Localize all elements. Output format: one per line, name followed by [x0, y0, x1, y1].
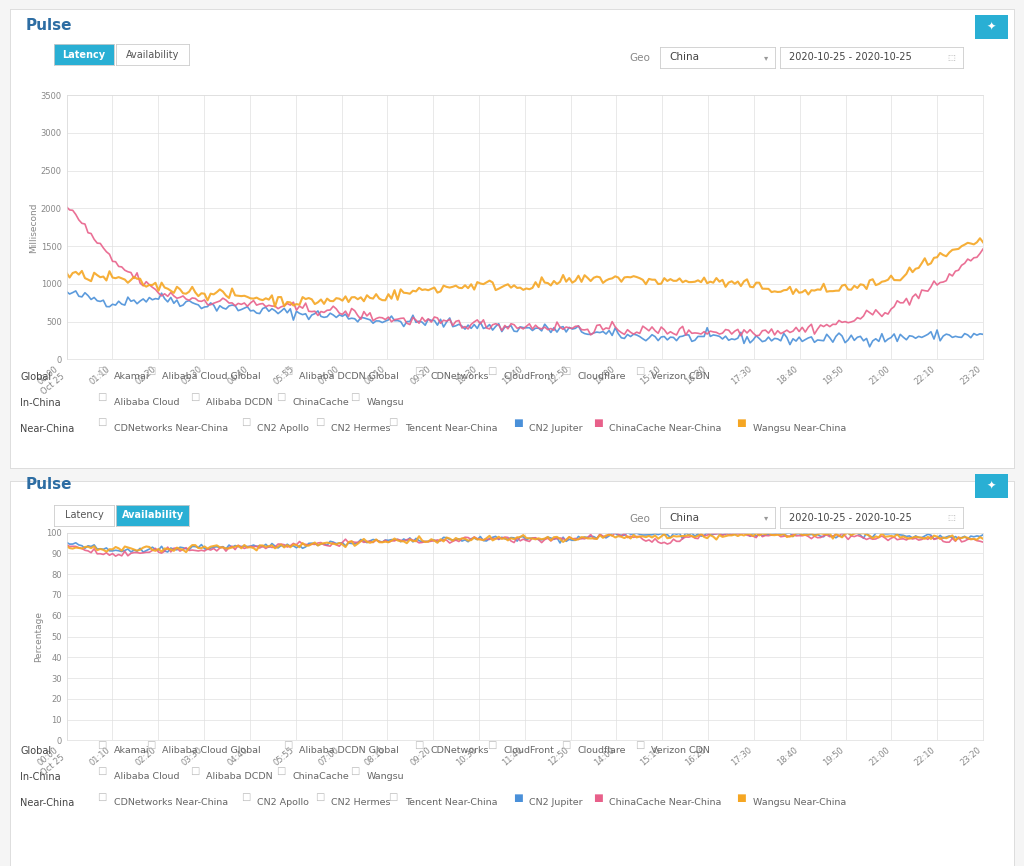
Text: ChinaCache Near-China: ChinaCache Near-China	[609, 424, 722, 433]
Text: In-China: In-China	[20, 397, 61, 408]
Text: ■: ■	[513, 792, 522, 803]
Text: ■: ■	[736, 792, 746, 803]
Text: ☐: ☐	[97, 792, 106, 803]
Text: CDNetworks: CDNetworks	[430, 746, 488, 755]
Text: ☐: ☐	[635, 366, 644, 377]
Text: ☐: ☐	[241, 418, 250, 429]
Text: Wangsu: Wangsu	[367, 398, 404, 407]
Text: ☐: ☐	[561, 366, 570, 377]
Text: ☐: ☐	[241, 792, 250, 803]
Text: Alibaba DCDN Global: Alibaba DCDN Global	[299, 746, 399, 755]
Text: ☐: ☐	[414, 366, 423, 377]
Text: CloudFront: CloudFront	[504, 746, 555, 755]
Text: CN2 Hermes: CN2 Hermes	[331, 424, 390, 433]
Text: ■: ■	[513, 418, 522, 429]
Text: CDNetworks Near-China: CDNetworks Near-China	[114, 424, 227, 433]
Text: Pulse: Pulse	[26, 18, 72, 33]
Text: ChinaCache Near-China: ChinaCache Near-China	[609, 798, 722, 807]
Text: Latency: Latency	[65, 510, 103, 520]
Text: ☐: ☐	[190, 392, 200, 403]
Text: Near-China: Near-China	[20, 423, 75, 434]
Text: CloudFront: CloudFront	[504, 372, 555, 381]
Text: ☐: ☐	[561, 740, 570, 751]
Text: Global: Global	[20, 746, 51, 756]
Text: Wangsu Near-China: Wangsu Near-China	[753, 798, 846, 807]
Text: Alibaba Cloud: Alibaba Cloud	[114, 772, 179, 781]
Text: ⬚: ⬚	[947, 53, 955, 61]
Text: ☐: ☐	[314, 792, 324, 803]
Text: ☐: ☐	[276, 392, 286, 403]
Text: CN2 Hermes: CN2 Hermes	[331, 798, 390, 807]
Text: Geo: Geo	[630, 53, 650, 63]
Y-axis label: Millisecond: Millisecond	[29, 202, 38, 253]
Text: ☐: ☐	[97, 766, 106, 777]
Text: Alibaba DCDN Global: Alibaba DCDN Global	[299, 372, 399, 381]
Text: Alibaba Cloud Global: Alibaba Cloud Global	[162, 372, 261, 381]
Text: Akamai: Akamai	[114, 372, 150, 381]
Text: Cloudflare: Cloudflare	[578, 746, 626, 755]
Text: China: China	[670, 52, 699, 62]
Text: Alibaba DCDN: Alibaba DCDN	[207, 398, 273, 407]
Text: ☐: ☐	[388, 792, 397, 803]
Text: ☐: ☐	[97, 740, 106, 751]
Text: In-China: In-China	[20, 772, 61, 782]
Text: Wangsu Near-China: Wangsu Near-China	[753, 424, 846, 433]
Text: Tencent Near-China: Tencent Near-China	[404, 424, 498, 433]
Text: CN2 Apollo: CN2 Apollo	[257, 424, 309, 433]
Text: CN2 Jupiter: CN2 Jupiter	[529, 798, 583, 807]
Text: Alibaba Cloud: Alibaba Cloud	[114, 398, 179, 407]
Text: CN2 Jupiter: CN2 Jupiter	[529, 424, 583, 433]
Text: Pulse: Pulse	[26, 477, 72, 492]
Text: ☐: ☐	[350, 392, 359, 403]
Text: ☐: ☐	[414, 740, 423, 751]
Text: Latency: Latency	[62, 49, 105, 60]
Y-axis label: Percentage: Percentage	[34, 611, 43, 662]
Text: Availability: Availability	[122, 510, 183, 520]
Text: China: China	[670, 513, 699, 523]
Text: ☐: ☐	[487, 740, 497, 751]
Text: ■: ■	[593, 418, 603, 429]
Text: CN2 Apollo: CN2 Apollo	[257, 798, 309, 807]
Text: Availability: Availability	[126, 49, 179, 60]
Text: ☐: ☐	[283, 740, 292, 751]
Text: 2020-10-25 - 2020-10-25: 2020-10-25 - 2020-10-25	[790, 52, 912, 62]
Text: Akamai: Akamai	[114, 746, 150, 755]
Text: Alibaba Cloud Global: Alibaba Cloud Global	[162, 746, 261, 755]
Text: ☐: ☐	[145, 366, 155, 377]
Text: ⬚: ⬚	[947, 514, 955, 522]
Text: ChinaCache: ChinaCache	[293, 398, 349, 407]
Text: ☐: ☐	[388, 418, 397, 429]
Text: ☐: ☐	[314, 418, 324, 429]
Text: Tencent Near-China: Tencent Near-China	[404, 798, 498, 807]
Text: ☐: ☐	[350, 766, 359, 777]
Text: CDNetworks: CDNetworks	[430, 372, 488, 381]
Text: Verizon CDN: Verizon CDN	[651, 746, 710, 755]
Text: ☐: ☐	[97, 392, 106, 403]
Text: ✦: ✦	[986, 481, 996, 491]
Text: CDNetworks Near-China: CDNetworks Near-China	[114, 798, 227, 807]
Text: Geo: Geo	[630, 514, 650, 524]
Text: Wangsu: Wangsu	[367, 772, 404, 781]
Text: Near-China: Near-China	[20, 798, 75, 808]
Text: ■: ■	[593, 792, 603, 803]
Text: ☐: ☐	[283, 366, 292, 377]
Text: ☐: ☐	[145, 740, 155, 751]
Text: Alibaba DCDN: Alibaba DCDN	[207, 772, 273, 781]
Text: Verizon CDN: Verizon CDN	[651, 372, 710, 381]
Text: Cloudflare: Cloudflare	[578, 372, 626, 381]
Text: ▾: ▾	[764, 514, 768, 522]
Text: ☐: ☐	[635, 740, 644, 751]
Text: ■: ■	[736, 418, 746, 429]
Text: ☐: ☐	[97, 366, 106, 377]
Text: ChinaCache: ChinaCache	[293, 772, 349, 781]
Text: ☐: ☐	[190, 766, 200, 777]
Text: ☐: ☐	[97, 418, 106, 429]
Text: ☐: ☐	[487, 366, 497, 377]
Text: ✦: ✦	[986, 22, 996, 32]
Text: 2020-10-25 - 2020-10-25: 2020-10-25 - 2020-10-25	[790, 513, 912, 523]
Text: Global: Global	[20, 372, 51, 382]
Text: ▾: ▾	[764, 53, 768, 61]
Text: ☐: ☐	[276, 766, 286, 777]
